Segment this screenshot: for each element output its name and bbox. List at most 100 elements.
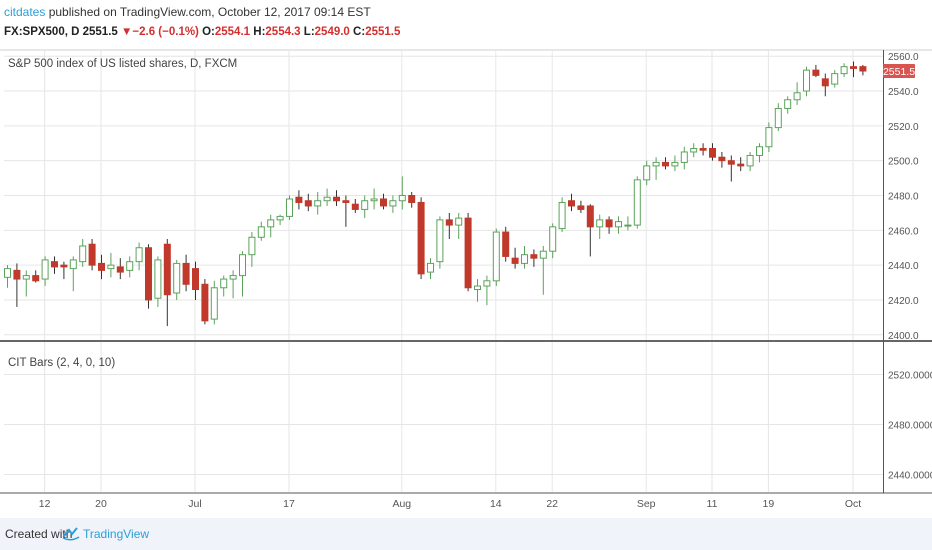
candle-up <box>4 268 11 278</box>
symbol-line: FX:SPX500, D 2551.5 ▼−2.6 (−0.1%) O:2554… <box>4 26 400 38</box>
candle-down <box>51 261 58 268</box>
x-tick-label: Jul <box>188 498 201 510</box>
candle-up <box>248 236 256 256</box>
candle-up <box>652 161 660 167</box>
candle-down <box>464 217 472 289</box>
candle-up <box>793 92 801 101</box>
candle-down <box>727 160 735 165</box>
candle-up <box>257 226 265 238</box>
candle-down <box>342 200 350 203</box>
candle-down <box>182 262 190 285</box>
candle-up <box>389 200 397 207</box>
x-axis[interactable]: 1220Jul17Aug1422Sep1119Oct16 <box>39 498 932 510</box>
candle-up <box>539 250 547 259</box>
candle-up <box>596 219 604 228</box>
candle-down <box>662 161 669 167</box>
symbol-label: FX:SPX500, D <box>4 26 80 38</box>
candle-up <box>680 151 688 163</box>
y-tick-label: 2520.0 <box>888 122 919 133</box>
candle-up <box>765 127 773 148</box>
candle-up <box>483 280 491 287</box>
x-tick-label: 17 <box>283 498 295 510</box>
candle-down <box>530 254 538 259</box>
main-chart-title: S&P 500 index of US listed shares, D, FX… <box>8 58 237 70</box>
candle-down <box>568 200 575 207</box>
x-tick-label: 20 <box>95 498 107 510</box>
x-tick-label: 12 <box>39 498 51 510</box>
candle-down <box>145 247 152 301</box>
candle-up <box>41 259 49 280</box>
candle-up <box>774 107 782 129</box>
candle-up <box>624 224 632 227</box>
indicator-title: CIT Bars (2, 4, 0, 10) <box>8 357 115 369</box>
candle-down <box>417 201 425 275</box>
candlestick-series <box>4 61 867 327</box>
candle-up <box>784 99 792 109</box>
candle-down <box>32 275 40 282</box>
chart-area[interactable]: 2400.0 2420.0 2440.0 2460.0 2480.0 2500.0 2520… <box>0 46 932 518</box>
candle-up <box>267 219 275 228</box>
candle-up <box>229 275 237 280</box>
x-tick-label: Oct <box>845 498 861 510</box>
candle-down <box>351 203 359 210</box>
x-tick-label: 22 <box>546 498 558 510</box>
candle-up <box>746 154 754 167</box>
candle-up <box>756 146 763 156</box>
candle-up <box>558 201 566 230</box>
candle-up <box>239 254 246 277</box>
y-tick-label: 2480.0 <box>888 192 919 203</box>
candle-down <box>511 257 519 264</box>
candle-up <box>135 247 143 263</box>
candle-up <box>521 254 528 264</box>
candle-down <box>380 198 387 207</box>
open-value: 2554.1 <box>214 26 251 38</box>
candle-up <box>398 195 406 202</box>
indicator-y-tick-label: 2440.0000 <box>888 471 932 482</box>
candle-down <box>821 78 829 87</box>
footer-bar: Created with TradingView <box>0 518 932 550</box>
candle-down <box>163 243 171 296</box>
author-link[interactable]: citdates <box>4 5 46 19</box>
candle-up <box>671 161 679 167</box>
candle-up <box>69 259 77 270</box>
candle-down <box>699 147 707 151</box>
candle-up <box>803 69 810 92</box>
high-value: 2554.3 <box>265 26 301 38</box>
candle-down <box>304 200 312 207</box>
candle-up <box>549 226 557 252</box>
last-price-tag: 2551.5 <box>883 64 915 79</box>
candle-down <box>850 66 857 69</box>
candle-up <box>220 278 228 289</box>
high-label: H: <box>253 26 266 38</box>
candle-up <box>22 275 30 280</box>
candle-down <box>502 231 510 257</box>
candle-down <box>718 156 726 162</box>
y-axis[interactable]: 2400.0 2420.0 2440.0 2460.0 2480.0 2500.0 2520… <box>888 52 932 481</box>
candle-down <box>605 219 613 228</box>
candle-up <box>286 198 293 217</box>
candle-up <box>314 200 322 207</box>
candle-up <box>79 245 87 263</box>
publish-line: citdates published on TradingView.com, O… <box>4 5 371 19</box>
x-tick-label: 19 <box>763 498 775 510</box>
chart-frames <box>0 49 932 494</box>
candle-down <box>192 268 199 291</box>
indicator-y-tick-label: 2520.0000 <box>888 371 932 382</box>
tradingview-link[interactable]: TradingView <box>83 527 150 541</box>
candle-up <box>276 215 284 221</box>
y-tick-label: 2440.0 <box>888 261 919 272</box>
down-arrow-icon: ▼ <box>121 26 133 38</box>
x-tick-label: Sep <box>637 498 656 510</box>
candle-up <box>840 66 848 75</box>
candle-down <box>586 205 594 228</box>
candle-down <box>737 163 745 167</box>
candle-up <box>643 165 651 181</box>
candle-down <box>60 264 68 268</box>
candle-up <box>831 73 839 85</box>
low-value: 2549.0 <box>314 26 350 38</box>
price-change: −2.6 (−0.1%) <box>132 26 199 38</box>
open-label: O: <box>202 26 215 38</box>
candle-down <box>577 205 585 210</box>
indicator-y-tick-label: 2480.0000 <box>888 421 932 432</box>
candle-down <box>88 243 96 266</box>
